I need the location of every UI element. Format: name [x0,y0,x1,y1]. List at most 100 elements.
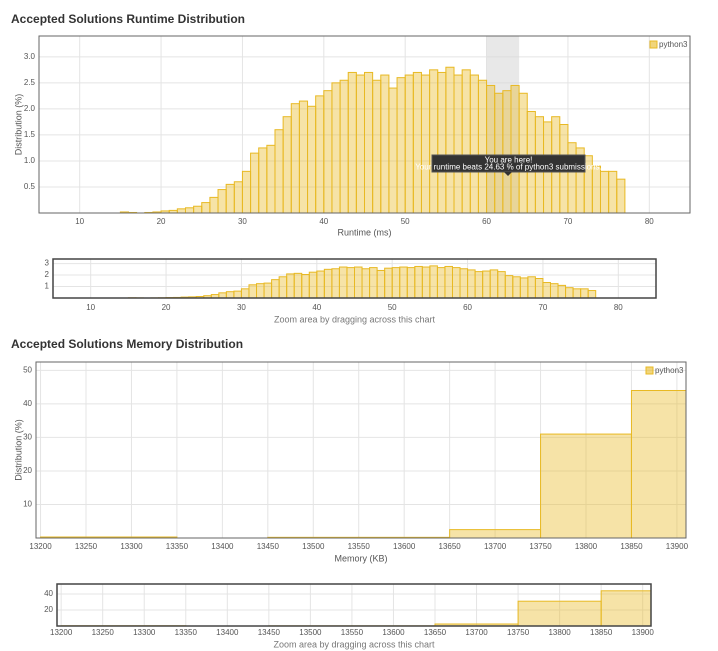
bar [225,183,235,214]
bar [469,74,479,214]
x-tick-label: 13500 [299,628,322,637]
bar [414,265,423,299]
bar [323,90,333,214]
bar [399,266,408,299]
chart-title: Accepted Solutions Memory Distribution [11,337,243,351]
bar [406,267,416,299]
bar [278,276,288,299]
x-tick-label: 80 [614,303,623,312]
x-tick-label: 13250 [75,542,98,551]
bar [355,74,365,214]
y-tick-label: 50 [23,365,32,374]
bar [540,433,632,539]
x-tick-label: 13900 [666,542,689,551]
x-tick-label: 80 [645,217,654,226]
x-tick-label: 13900 [632,628,655,637]
bar [421,266,431,299]
bar [364,71,374,214]
bar [354,266,363,299]
x-tick-label: 13750 [529,542,552,551]
x-tick-label: 13300 [120,542,143,551]
x-tick-label: 70 [538,303,547,312]
plot-frame [56,583,652,627]
x-tick-label: 10 [75,217,84,226]
bar [315,95,325,214]
x-tick-label: 13500 [302,542,325,551]
bar [549,283,559,299]
x-tick-label: 13850 [620,542,643,551]
bar [412,71,422,214]
bar [347,71,357,214]
bar [591,165,601,214]
bar [369,267,378,299]
bar [248,284,258,299]
bar [449,529,542,539]
x-tick-label: 13200 [50,628,73,637]
bar [331,268,340,299]
x-tick-label: 13350 [175,628,198,637]
tooltip-text: You are here! [485,156,533,165]
legend-swatch [649,40,658,49]
x-tick-label: 20 [162,303,171,312]
x-tick-label: 20 [157,217,166,226]
bar [542,282,551,299]
bar [293,272,303,299]
tooltip: You are here!Your runtime beats 24.63 % … [415,154,602,176]
y-axis-label: Distribution (%) [13,94,23,156]
bar [225,291,235,299]
bar [420,74,431,214]
y-tick-label: 0.5 [24,182,36,191]
bar [444,265,453,299]
bar [510,84,520,214]
bar [388,87,398,214]
bar [608,170,618,214]
x-tick-label: 13450 [258,628,281,637]
y-tick-label: 30 [23,433,32,442]
y-tick-label: 2.5 [24,78,36,87]
bar [271,279,280,299]
x-tick-label: 13800 [548,628,571,637]
bar [565,287,574,299]
y-tick-label: 2.0 [24,104,36,113]
bar [282,116,292,214]
x-tick-label: 13700 [465,628,488,637]
x-tick-label: 13850 [590,628,613,637]
x-tick-label: 13350 [166,542,189,551]
bar [429,69,439,214]
x-tick-label: 13300 [133,628,156,637]
bar [193,205,203,214]
bar [263,282,273,299]
bar [258,147,268,214]
x-tick-label: 13750 [507,628,530,637]
bar [380,74,390,214]
bar [361,268,371,299]
x-tick-label: 30 [237,303,246,312]
bar [600,590,652,627]
x-axis-label: Memory (KB) [334,553,387,563]
bar [527,276,536,299]
x-tick-label: 13400 [216,628,239,637]
bar [376,269,386,299]
bar [301,273,310,299]
bar [461,69,471,214]
bar [256,283,265,299]
x-tick-label: 60 [463,303,472,312]
bar [384,267,393,299]
plot-frame [38,35,691,214]
tooltip-text: Your runtime beats 24.63 % of python3 su… [415,163,601,172]
bar [404,74,414,214]
bar [396,77,406,214]
navigator-caption: Zoom area by dragging across this chart [273,639,435,649]
x-tick-label: 70 [563,217,572,226]
x-tick-label: 40 [312,303,321,312]
legend-label: python3 [655,366,684,375]
bar [616,178,626,214]
x-tick-label: 13700 [484,542,507,551]
bar [489,269,499,299]
bar [391,267,401,299]
bar [451,267,461,299]
y-tick-label: 3.0 [24,52,36,61]
bar [445,66,455,214]
bar [482,270,491,299]
bar [486,84,496,214]
